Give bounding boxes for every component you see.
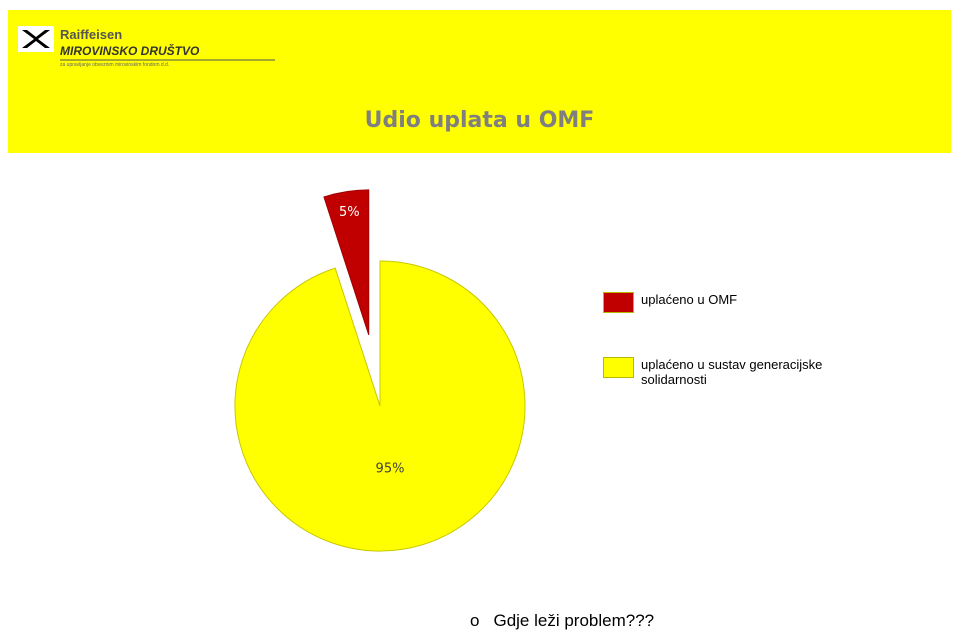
pie-slice [323,189,370,336]
data-label: 95% [376,462,405,477]
chart-title: Udio uplata u OMF [364,108,595,133]
header-band [8,10,951,153]
pie-slice [234,260,526,552]
bullet-marker: o [470,611,480,630]
logo-tagline: za upravljanje obveznim mirovinskim fond… [60,62,170,68]
legend-item: uplaćeno u sustav generacijske solidarno… [603,357,831,387]
legend-swatch [603,357,634,378]
data-label: 5% [339,205,360,220]
logo-icon [18,26,54,52]
legend-item: uplaćeno u OMF [603,292,831,313]
logo-company: MIROVINSKO DRUŠTVO [60,44,200,58]
logo-name: Raiffeisen [60,27,123,42]
legend-label: uplaćeno u OMF [641,292,738,307]
legend-swatch [603,292,634,313]
legend-label: uplaćeno u sustav generacijske solidarno… [641,357,823,387]
bullet-text: Gdje leži problem??? [493,611,655,630]
bullet: o Gdje leži problem??? [470,611,654,631]
